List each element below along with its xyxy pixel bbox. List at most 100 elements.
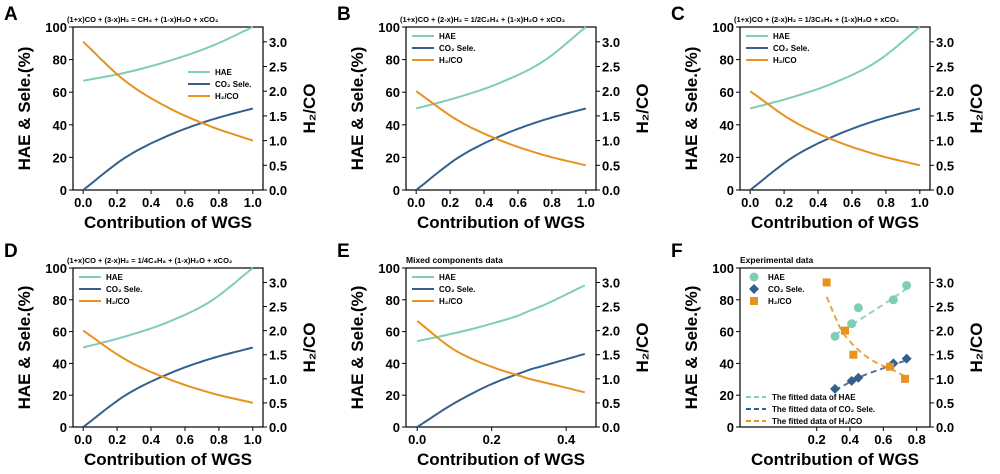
y2-tick-label: 0.0 xyxy=(269,420,287,435)
y-tick-label: 80 xyxy=(386,53,400,68)
y2-tick-label: 1.5 xyxy=(269,109,287,124)
x-tick-label: 1.0 xyxy=(577,195,595,210)
y2-tick-label: 0.5 xyxy=(936,158,954,173)
x-tick-label: 1.0 xyxy=(244,432,262,447)
y2-axis-label: H₂/CO xyxy=(300,83,319,133)
y-tick-label: 100 xyxy=(378,261,400,276)
x-tick-label: 0.2 xyxy=(808,432,826,447)
data-point-co2 xyxy=(853,372,864,383)
series-line-hae xyxy=(415,26,587,110)
y2-tick-label: 2.0 xyxy=(269,324,287,339)
x-tick-label: 0.6 xyxy=(176,195,194,210)
legend-marker-co2 xyxy=(749,284,759,294)
series-line-hae xyxy=(83,26,254,82)
series-line-hae xyxy=(417,284,586,343)
y2-tick-label: 2.0 xyxy=(936,324,954,339)
y2-tick-label: 0.5 xyxy=(936,396,954,411)
x-tick-label: 0.2 xyxy=(108,195,126,210)
legend-label-h2co: H₂/CO xyxy=(439,297,463,306)
y2-tick-label: 3.0 xyxy=(269,275,287,290)
x-tick-label: 0.2 xyxy=(483,432,501,447)
legend-label-co2: CO₂ Sele. xyxy=(773,44,809,53)
legend-label-hae: HAE xyxy=(106,273,124,282)
x-tick-label: 0.8 xyxy=(877,195,895,210)
y-tick-label: 100 xyxy=(45,20,67,35)
legend-label-h2co: H₂/CO xyxy=(106,297,130,306)
y2-tick-label: 0.0 xyxy=(936,183,954,198)
y-tick-label: 100 xyxy=(712,20,734,35)
legend-label-co2: CO₂ Sele. xyxy=(439,44,475,53)
data-point-co2 xyxy=(901,353,912,364)
y-tick-label: 80 xyxy=(53,293,67,308)
x-tick-label: 0.0 xyxy=(408,432,426,447)
y-tick-label: 20 xyxy=(720,388,734,403)
plot-frame xyxy=(72,267,264,428)
legend-fit-label-co2: The fitted data of CO₂ Sele. xyxy=(772,405,875,414)
series-line-h2co xyxy=(82,329,254,404)
y-tick-label: 60 xyxy=(386,325,400,340)
series-line-co2 xyxy=(82,107,254,191)
x-tick-label: 0.0 xyxy=(74,432,92,447)
panel-letter: C xyxy=(671,4,685,25)
panel-title: Mixed components data xyxy=(406,255,503,265)
panel-letter: D xyxy=(4,241,18,262)
x-tick-label: 0.4 xyxy=(142,195,161,210)
x-tick-label: 0.2 xyxy=(441,195,459,210)
y-tick-label: 0 xyxy=(60,183,67,198)
legend-label-co2: CO₂ Sele. xyxy=(106,285,142,294)
panel-D: D (1+x)CO + (2-x)H₂ = 1/4C₄H₈ + (1-x)H₂O … xyxy=(4,241,319,469)
series-line-h2co xyxy=(82,41,254,142)
y-tick-label: 60 xyxy=(53,85,67,100)
legend-label-h2co: H₂/CO xyxy=(768,297,792,306)
y2-tick-label: 1.0 xyxy=(269,372,287,387)
y2-axis-label: H₂/CO xyxy=(967,322,986,372)
y2-tick-label: 0.5 xyxy=(602,158,620,173)
y2-axis-label: H₂/CO xyxy=(967,83,986,133)
panel-title: Experimental data xyxy=(740,255,813,265)
x-axis-label: Contribution of WGS xyxy=(751,213,919,232)
data-point-h2co xyxy=(849,350,858,359)
y-tick-label: 0 xyxy=(393,420,400,435)
y-tick-label: 40 xyxy=(386,356,400,371)
y-tick-label: 0 xyxy=(60,420,67,435)
panel-letter: B xyxy=(337,4,351,25)
y2-tick-label: 0.0 xyxy=(936,420,954,435)
y2-tick-label: 1.5 xyxy=(602,109,620,124)
x-tick-label: 0.8 xyxy=(210,432,228,447)
y-tick-label: 0 xyxy=(393,183,400,198)
legend-label-hae: HAE xyxy=(773,32,791,41)
panel-A: A (1+x)CO + (3-x)H₂ = CH₄ + (1-x)H₂O + xC… xyxy=(4,4,319,232)
x-tick-label: 0.8 xyxy=(210,195,228,210)
x-axis-label: Contribution of WGS xyxy=(84,213,252,232)
y-axis-label: HAE & Sele.(%) xyxy=(682,47,701,171)
y-tick-label: 0 xyxy=(727,420,734,435)
y-axis-label: HAE & Sele.(%) xyxy=(15,286,34,410)
data-point-co2 xyxy=(830,383,840,394)
y2-tick-label: 0.5 xyxy=(269,396,287,411)
y2-tick-label: 3.0 xyxy=(936,275,954,290)
legend-label-h2co: H₂/CO xyxy=(773,56,797,65)
x-tick-label: 0.6 xyxy=(843,195,861,210)
y2-tick-label: 2.5 xyxy=(936,60,954,75)
legend-label-co2: CO₂ Sele. xyxy=(215,80,251,89)
data-point-hae xyxy=(853,303,863,313)
y-tick-label: 60 xyxy=(386,85,400,100)
y-axis-label: HAE & Sele.(%) xyxy=(348,286,367,410)
panel-letter: E xyxy=(337,241,350,262)
y-tick-label: 40 xyxy=(386,118,400,133)
y2-tick-label: 1.0 xyxy=(602,134,620,149)
data-point-h2co xyxy=(841,326,849,335)
y2-tick-label: 3.0 xyxy=(602,35,620,50)
data-point-hae xyxy=(847,319,857,329)
y2-tick-label: 1.5 xyxy=(936,109,954,124)
y2-tick-label: 3.0 xyxy=(936,35,954,50)
y-tick-label: 40 xyxy=(53,356,67,371)
y2-tick-label: 1.0 xyxy=(936,134,954,149)
y-tick-label: 60 xyxy=(53,325,67,340)
x-tick-label: 0.0 xyxy=(74,195,92,210)
x-tick-label: 0.2 xyxy=(108,432,126,447)
x-tick-label: 0.6 xyxy=(509,195,527,210)
y-tick-label: 40 xyxy=(53,118,67,133)
plot-frame xyxy=(739,26,931,191)
